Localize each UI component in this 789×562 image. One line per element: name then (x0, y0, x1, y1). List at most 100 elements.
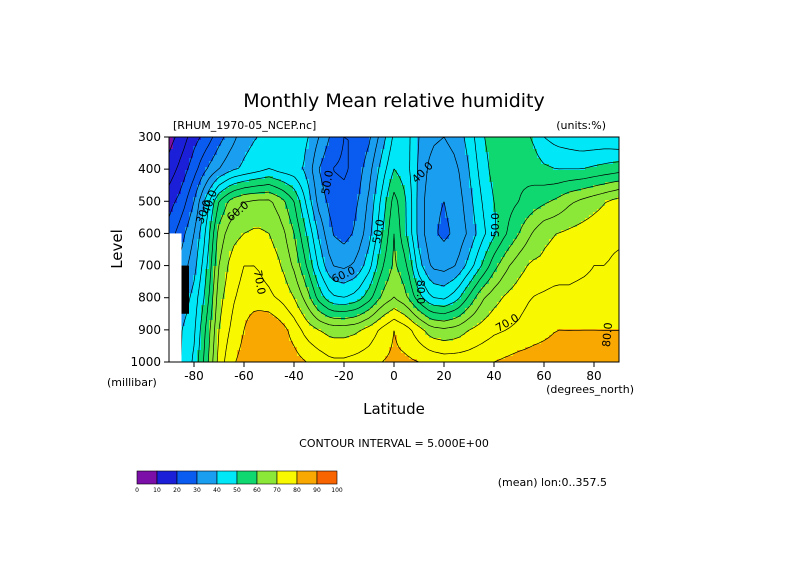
contour-cell (349, 218, 354, 222)
contour-cell (341, 185, 346, 189)
contour-cell (513, 254, 518, 258)
contour-cell (461, 140, 466, 144)
contour-cell (253, 239, 258, 243)
contour-fill-layer (169, 137, 620, 363)
contour-cell (229, 149, 234, 153)
contour-cell (529, 251, 534, 255)
contour-cell (345, 263, 350, 267)
contour-cell (185, 158, 190, 162)
contour-cell (573, 143, 578, 147)
contour-cell (353, 152, 358, 156)
contour-cell (233, 170, 238, 174)
contour-cell (225, 143, 230, 147)
contour-cell (481, 203, 486, 207)
contour-cell (489, 266, 494, 270)
contour-cell (269, 167, 274, 171)
contour-cell (217, 149, 222, 153)
contour-cell (533, 260, 538, 264)
contour-cell (381, 260, 386, 264)
contour-cell (233, 233, 238, 237)
contour-cell (285, 176, 290, 180)
contour-cell (197, 206, 202, 210)
contour-cell (577, 209, 582, 213)
contour-cell (433, 203, 438, 207)
contour-cell (353, 173, 358, 177)
contour-cell (317, 137, 322, 141)
contour-cell (413, 200, 418, 204)
contour-cell (565, 230, 570, 234)
contour-cell (505, 152, 510, 156)
contour-cell (497, 263, 502, 267)
contour-cell (497, 158, 502, 162)
contour-cell (597, 266, 602, 270)
contour-cell (245, 209, 250, 213)
contour-cell (201, 164, 206, 168)
contour-cell (217, 152, 222, 156)
contour-cell (393, 215, 398, 219)
contour-cell (445, 263, 450, 267)
contour-cell (229, 173, 234, 177)
contour-cell (237, 218, 242, 222)
contour-cell (553, 176, 558, 180)
contour-cell (521, 164, 526, 168)
contour-cell (577, 245, 582, 249)
contour-cell (529, 218, 534, 222)
contour-cell (465, 260, 470, 264)
contour-cell (241, 197, 246, 201)
contour-cell (481, 251, 486, 255)
contour-cell (301, 137, 306, 141)
contour-cell (245, 218, 250, 222)
contour-cell (521, 146, 526, 150)
contour-cell (329, 197, 334, 201)
contour-cell (305, 242, 310, 246)
contour-cell (289, 266, 294, 270)
contour-cell (537, 182, 542, 186)
contour-cell (557, 215, 562, 219)
contour-cell (237, 188, 242, 192)
contour-cell (341, 221, 346, 225)
contour-cell (545, 194, 550, 198)
contour-cell (449, 197, 454, 201)
contour-cell (561, 182, 566, 186)
contour-cell (381, 191, 386, 195)
contour-cell (549, 185, 554, 189)
contour-cell (333, 254, 338, 258)
contour-cell (257, 188, 262, 192)
contour-cell (449, 263, 454, 267)
contour-cell (189, 257, 194, 261)
contour-cell (353, 242, 358, 246)
contour-cell (453, 266, 458, 270)
contour-cell (361, 215, 366, 219)
contour-cell (229, 140, 234, 144)
contour-cell (545, 197, 550, 201)
contour-cell (185, 146, 190, 150)
contour-cell (221, 245, 226, 249)
units-label: (units:%) (556, 119, 606, 132)
contour-cell (469, 140, 474, 144)
contour-cell (453, 149, 458, 153)
contour-cell (205, 200, 210, 204)
contour-cell (541, 164, 546, 168)
contour-cell (289, 233, 294, 237)
contour-cell (585, 194, 590, 198)
contour-cell (309, 233, 314, 237)
contour-cell (305, 170, 310, 174)
contour-cell (281, 143, 286, 147)
contour-cell (433, 137, 438, 141)
contour-cell (181, 176, 186, 180)
contour-cell (465, 227, 470, 231)
contour-cell (385, 263, 390, 267)
contour-cell (305, 206, 310, 210)
contour-cell (513, 188, 518, 192)
contour-cell (573, 182, 578, 186)
contour-cell (341, 176, 346, 180)
contour-cell (593, 173, 598, 177)
contour-cell (433, 209, 438, 213)
contour-cell (301, 158, 306, 162)
contour-cell (509, 143, 514, 147)
contour-cell (341, 254, 346, 258)
contour-cell (385, 149, 390, 153)
contour-cell (493, 230, 498, 234)
contour-cell (557, 173, 562, 177)
contour-cell (297, 233, 302, 237)
